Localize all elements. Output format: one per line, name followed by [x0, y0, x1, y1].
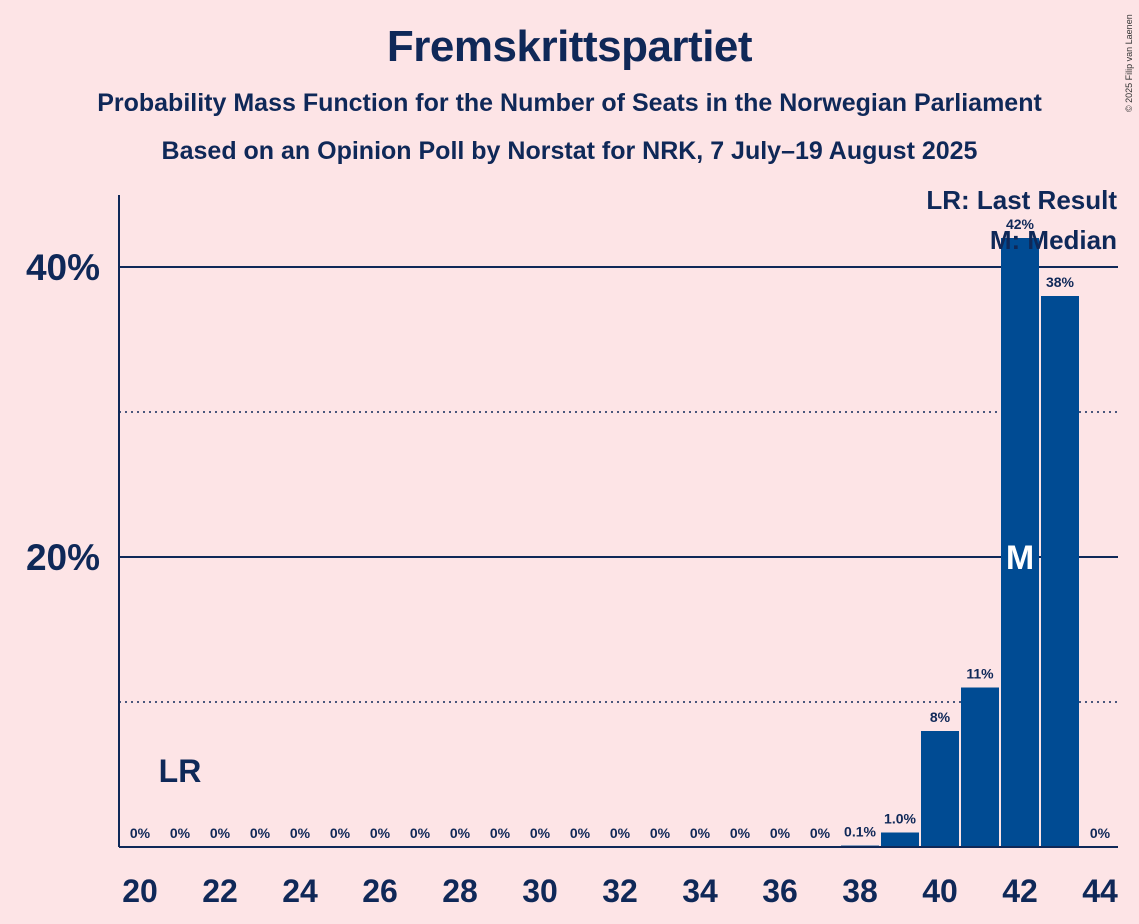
bar	[921, 731, 959, 847]
x-tick-label: 38	[842, 873, 878, 909]
x-tick-label: 40	[922, 873, 958, 909]
x-tick-label: 26	[362, 873, 398, 909]
x-tick-label: 28	[442, 873, 478, 909]
x-tick-label: 22	[202, 873, 238, 909]
x-tick-label: 32	[602, 873, 638, 909]
bar-value-label: 0%	[130, 825, 151, 841]
bar-value-label: 0%	[170, 825, 191, 841]
bar-value-label: 0%	[530, 825, 551, 841]
bar-value-label: 0%	[370, 825, 391, 841]
bar-value-label: 38%	[1046, 274, 1075, 290]
x-tick-label: 42	[1002, 873, 1038, 909]
legend-entry: LR: Last Result	[926, 185, 1117, 215]
legend-entry: M: Median	[990, 225, 1117, 255]
bar-value-label: 8%	[930, 709, 951, 725]
bar-value-label: 1.0%	[884, 811, 916, 827]
x-tick-label: 34	[682, 873, 718, 909]
median-marker: M	[1006, 539, 1034, 577]
bar-value-label: 11%	[966, 666, 994, 682]
bar	[1041, 296, 1079, 847]
gridlines	[119, 266, 1118, 703]
x-tick-label: 24	[282, 873, 318, 909]
bar-value-label: 0%	[490, 825, 511, 841]
axes	[118, 195, 1118, 848]
y-tick-label: 20%	[26, 537, 100, 578]
x-tick-label: 36	[762, 873, 798, 909]
x-tick-label: 20	[122, 873, 158, 909]
bar-value-label: 0%	[730, 825, 751, 841]
y-tick-label: 40%	[26, 247, 100, 288]
x-tick-label: 30	[522, 873, 558, 909]
bar-value-label: 0%	[770, 825, 791, 841]
bar-value-label: 0%	[690, 825, 711, 841]
last-result-marker: LR	[159, 753, 202, 789]
bar-value-label: 0%	[410, 825, 431, 841]
bars	[841, 238, 1079, 847]
chart-subtitle-source: Based on an Opinion Poll by Norstat for …	[161, 137, 978, 165]
bar-value-label: 0%	[570, 825, 591, 841]
bar-value-label: 0%	[610, 825, 631, 841]
bar-value-label: 0%	[810, 825, 831, 841]
bar-value-label: 0%	[450, 825, 471, 841]
bar	[1001, 238, 1039, 847]
bar-value-label: 42%	[1006, 216, 1035, 232]
bar-value-label: 0%	[210, 825, 231, 841]
chart-subtitle: Probability Mass Function for the Number…	[97, 89, 1042, 117]
bar-value-label: 0%	[330, 825, 351, 841]
bar-value-label: 0%	[650, 825, 671, 841]
bar-value-label: 0%	[250, 825, 271, 841]
x-tick-label: 44	[1082, 873, 1118, 909]
bar	[961, 687, 999, 847]
bar-value-label: 0%	[290, 825, 311, 841]
labels: 20% 40% 0% 0% 0% 0% 0% 0% 0% 0% 0% 0% 0% 0% 0% 0% 0% 0% 0%…	[26, 185, 1118, 909]
bar-value-label: 0%	[1090, 825, 1111, 841]
bar	[881, 832, 919, 847]
bar-value-label: 0.1%	[844, 824, 876, 840]
chart-title: Fremskrittspartiet	[386, 22, 753, 71]
